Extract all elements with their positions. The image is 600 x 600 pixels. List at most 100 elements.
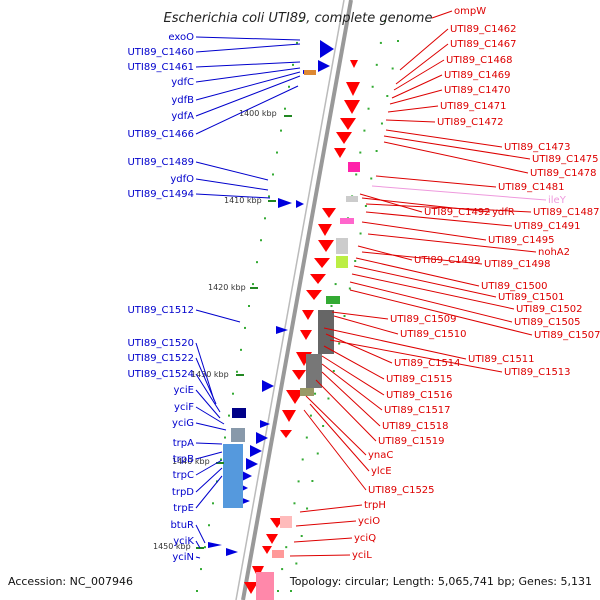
tick-label: 1420 kbp <box>208 283 246 292</box>
right-gene-leader <box>389 89 443 105</box>
guide-dot <box>309 414 312 417</box>
guide-dot <box>370 177 373 180</box>
tick-label: 1410 kbp <box>224 196 262 205</box>
left-gene-leader <box>195 357 217 405</box>
guide-dot <box>367 107 370 110</box>
gene-label-yciq: yciQ <box>354 533 376 544</box>
left-gene-leader <box>195 85 299 135</box>
reverse-gene-mark <box>318 224 332 236</box>
guide-dot <box>292 63 294 66</box>
gene-label-ydfr: ydfR <box>492 207 515 218</box>
gene-label-ycie: yciE <box>173 385 194 396</box>
guide-dot <box>354 260 357 262</box>
gene-label-uti89-c1462: UTI89_C1462 <box>450 24 517 35</box>
gene-label-trpe: trpE <box>173 503 194 514</box>
forward-gene-mark <box>226 548 238 556</box>
gene-label-uti89-c1513: UTI89_C1513 <box>504 367 571 378</box>
guide-dot <box>296 41 298 44</box>
guide-dot <box>327 397 330 400</box>
guide-dot <box>300 535 303 537</box>
reverse-gene-mark <box>334 148 346 158</box>
guide-dot <box>355 173 358 176</box>
right-gene-leader <box>361 221 487 241</box>
guide-dot <box>277 590 279 592</box>
right-gene-leader <box>375 175 497 188</box>
guide-dot <box>240 348 242 351</box>
guide-dot <box>375 150 378 152</box>
guide-dot <box>332 370 335 372</box>
guide-dot <box>252 283 254 286</box>
reverse-gene-mark <box>306 290 322 300</box>
reverse-gene-box <box>336 238 348 254</box>
gene-label-uti89-c1525: UTI89_C1525 <box>368 485 435 496</box>
tick-mark <box>268 200 276 202</box>
left-gene-leader <box>195 406 225 425</box>
forward-gene-mark <box>246 458 258 470</box>
gene-label-uti89-c1516: UTI89_C1516 <box>386 390 453 401</box>
reverse-gene-mark <box>282 410 296 422</box>
right-gene-leader <box>385 119 436 123</box>
left-gene-leader <box>195 373 221 413</box>
tick-mark <box>250 287 258 289</box>
guide-dot <box>316 452 319 455</box>
right-gene-leader <box>331 311 389 320</box>
right-gene-leader <box>365 203 532 213</box>
right-gene-leader <box>333 315 399 335</box>
forward-gene-mark <box>250 445 262 457</box>
left-gene-leader <box>195 36 301 41</box>
reverse-gene-box <box>280 516 292 528</box>
right-gene-leader <box>391 74 443 99</box>
gene-label-ycig: yciG <box>172 418 194 429</box>
left-gene-leader <box>195 342 215 401</box>
guide-dot <box>228 414 230 417</box>
gene-label-ycil: yciL <box>352 550 372 561</box>
gene-label-uti89-c1472: UTI89_C1472 <box>437 117 504 128</box>
gene-label-uti89-c1501: UTI89_C1501 <box>498 292 565 303</box>
tick-label: 1450 kbp <box>153 542 191 551</box>
reverse-gene-mark <box>302 310 314 320</box>
tick-label: 1430 kbp <box>191 370 229 379</box>
gene-label-uti89-c1509: UTI89_C1509 <box>390 314 457 325</box>
reverse-gene-mark <box>340 118 356 130</box>
forward-gene-mark <box>318 60 330 72</box>
backbone-inner-line <box>235 0 345 600</box>
gene-label-exoo: exoO <box>168 32 194 43</box>
guide-dot <box>314 392 317 395</box>
right-gene-leader <box>365 211 513 227</box>
left-gene-leader <box>195 442 223 445</box>
gene-label-uti89-c1475: UTI89_C1475 <box>532 154 599 165</box>
guide-dot <box>348 287 351 290</box>
guide-dot <box>280 129 282 132</box>
guide-dot <box>224 436 226 439</box>
right-gene-leader <box>395 43 449 85</box>
right-gene-leader <box>387 105 439 113</box>
guide-dot <box>300 20 302 22</box>
guide-dot <box>397 40 399 42</box>
guide-dot <box>284 107 286 110</box>
gene-label-trpc: trpC <box>173 470 194 481</box>
right-gene-leader <box>303 409 367 491</box>
reverse-gene-mark <box>314 258 330 268</box>
gene-label-uti89-c1520: UTI89_C1520 <box>127 338 194 349</box>
gene-label-uti89-c1466: UTI89_C1466 <box>127 129 194 140</box>
left-gene-leader <box>195 524 206 544</box>
right-gene-leader <box>357 245 413 261</box>
gene-label-uti89-c1511: UTI89_C1511 <box>468 354 535 365</box>
guide-dot <box>343 315 346 317</box>
guide-dot <box>200 568 202 571</box>
gene-label-uti89-c1467: UTI89_C1467 <box>450 39 517 50</box>
gene-label-ydfa: ydfA <box>171 111 194 122</box>
right-gene-leader <box>351 273 515 310</box>
right-gene-leader <box>355 257 480 287</box>
reverse-gene-box <box>340 218 354 224</box>
right-gene-leader <box>383 135 531 160</box>
guide-dot <box>386 95 389 97</box>
guide-dot <box>363 129 366 132</box>
backbone-line <box>241 0 353 600</box>
accession-text: Accession: NC_007946 <box>8 575 133 588</box>
reverse-gene-box <box>306 354 322 388</box>
right-gene-leader <box>293 537 353 543</box>
gene-label-trpb: trpB <box>173 454 194 465</box>
forward-gene-box <box>232 408 246 418</box>
